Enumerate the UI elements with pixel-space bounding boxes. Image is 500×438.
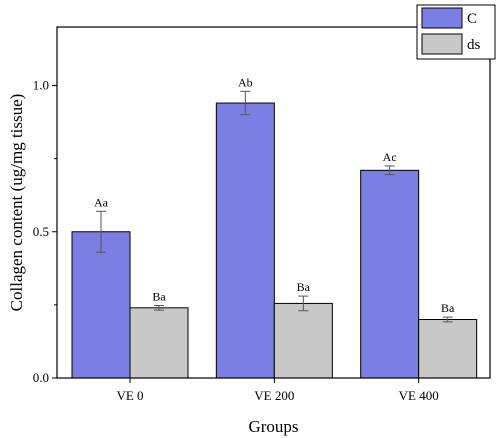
y-axis-title: Collagen content (ug/mg tissue) bbox=[7, 94, 26, 312]
bar-C-2 bbox=[360, 169, 420, 379]
legend-label-C: C bbox=[467, 11, 477, 27]
bar-ds-1 bbox=[273, 302, 333, 379]
bar-annotation: Ba bbox=[441, 301, 455, 315]
x-tick-label: VE 0 bbox=[116, 388, 143, 403]
y-tick-label: 0.0 bbox=[33, 370, 49, 385]
bar-C-1 bbox=[215, 102, 275, 379]
x-tick-label: VE 200 bbox=[254, 388, 294, 403]
axes-layer: 0.0 0.5 1.0 VE 0 VE 200 VE 400 bbox=[33, 26, 491, 403]
legend: Cds bbox=[416, 4, 496, 60]
bar-C-0 bbox=[71, 231, 131, 379]
y-tick-label: 0.5 bbox=[33, 224, 49, 239]
plot-frame bbox=[56, 26, 491, 379]
bar-annotation: Aa bbox=[94, 195, 109, 209]
x-tick-label: VE 400 bbox=[399, 388, 439, 403]
legend-swatch-ds bbox=[421, 33, 463, 55]
legend-swatch-C bbox=[421, 7, 463, 29]
bar-ds-2 bbox=[418, 319, 478, 379]
y-tick-label: 1.0 bbox=[33, 78, 49, 93]
bar-annotation: Ac bbox=[383, 150, 397, 164]
x-axis-title: Groups bbox=[248, 417, 298, 436]
bar-annotation: Ba bbox=[152, 289, 166, 303]
legend-label-ds: ds bbox=[467, 37, 481, 53]
bar-annotation: Ab bbox=[238, 75, 253, 89]
bars-layer: Aa Ba Ab Ba Ac Ba bbox=[71, 75, 478, 379]
bar-annotation: Ba bbox=[297, 280, 311, 294]
bar-ds-0 bbox=[129, 307, 189, 379]
